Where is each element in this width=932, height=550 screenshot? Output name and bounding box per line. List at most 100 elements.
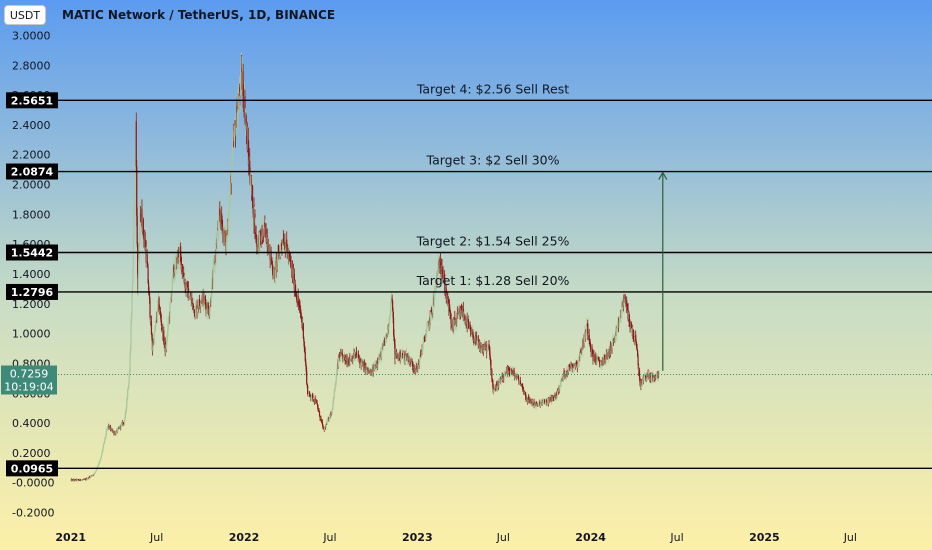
candle-body <box>98 463 100 465</box>
candle-body <box>183 277 185 283</box>
y-tick-label: 2.2000 <box>12 149 51 162</box>
candle-body <box>552 396 554 398</box>
candle-body <box>510 369 512 371</box>
y-tick-label: 0.2000 <box>12 447 51 460</box>
x-tick-label: Jul <box>322 531 336 544</box>
candle-body <box>120 424 122 429</box>
candle-body <box>157 304 159 306</box>
candle-body <box>624 296 626 299</box>
candle-body <box>425 332 427 335</box>
candle-body <box>100 454 103 457</box>
candle-body <box>610 350 612 352</box>
candle-body <box>565 371 568 376</box>
y-tick-label: -0.0000 <box>12 477 54 490</box>
candle-body <box>335 382 337 384</box>
candle-body <box>99 459 101 461</box>
candle-body <box>463 316 465 318</box>
candle-body <box>311 394 313 398</box>
candle-body <box>254 213 256 229</box>
candle-body <box>227 221 229 231</box>
candle-body <box>540 402 542 407</box>
candle-body <box>656 375 658 377</box>
y-tick-label: -0.2000 <box>12 507 54 520</box>
candle-body <box>637 365 640 372</box>
candle-body <box>493 389 495 391</box>
candle-body <box>196 309 199 313</box>
candle-body <box>395 353 397 355</box>
candle-body <box>86 478 88 480</box>
candle-body <box>472 331 474 338</box>
candle-body <box>609 345 612 352</box>
candle-body <box>399 351 401 361</box>
candle-body <box>90 476 92 477</box>
candle-body <box>276 259 278 270</box>
candle-body <box>477 340 480 343</box>
candle-body <box>127 388 129 391</box>
candle-body <box>378 357 380 363</box>
candle-body <box>216 227 219 236</box>
candle-body <box>415 365 417 371</box>
candle-body <box>375 364 377 369</box>
candle-body <box>179 247 181 254</box>
candle-body <box>304 347 306 353</box>
candle-body <box>148 292 151 300</box>
candle-body <box>383 340 386 343</box>
candle-body <box>207 305 209 313</box>
candle-body <box>559 385 561 390</box>
candle-body <box>535 402 538 406</box>
candle-body <box>97 466 99 468</box>
currency-badge[interactable]: USDT <box>4 5 46 25</box>
candle-body <box>620 310 623 313</box>
candle-body <box>404 353 406 360</box>
candle-body <box>500 379 502 384</box>
candle-body <box>122 422 124 425</box>
candle-body <box>238 97 240 109</box>
candle-body <box>290 263 293 270</box>
candle-body <box>317 404 319 408</box>
candle-body <box>337 355 340 366</box>
candle-body <box>517 375 520 380</box>
candle-body <box>587 333 589 335</box>
candle-body <box>219 208 221 216</box>
x-tick-label: Jul <box>496 531 510 544</box>
candle-body <box>186 284 188 286</box>
candle-body <box>475 336 477 342</box>
candle-body <box>279 246 282 257</box>
candle-body <box>575 363 577 365</box>
candle-body <box>192 303 194 307</box>
level-price-label-bg <box>6 163 58 180</box>
candle-body <box>204 297 206 301</box>
candle-body <box>129 354 131 372</box>
candle-body <box>332 404 334 410</box>
candle-body <box>591 351 594 354</box>
candle-body <box>295 292 297 296</box>
candle-body <box>212 267 214 283</box>
candle-body <box>605 360 607 361</box>
candle-body <box>439 262 442 265</box>
candle-body <box>409 360 411 364</box>
candle-body <box>514 376 516 378</box>
candle-body <box>131 284 134 293</box>
candle-body <box>172 273 174 278</box>
candle-body <box>150 320 153 335</box>
candle-body <box>616 328 618 329</box>
candle-body <box>400 356 402 359</box>
candle-body <box>486 347 488 353</box>
candle-body <box>219 215 221 221</box>
candle-body <box>629 326 632 328</box>
candle-body <box>456 313 458 321</box>
candle-body <box>103 442 105 445</box>
candle-body <box>307 393 310 396</box>
candle-body <box>232 145 234 151</box>
candle-body <box>216 235 218 246</box>
candle-body <box>612 339 615 341</box>
x-tick-label: 2022 <box>229 531 260 544</box>
candle-body <box>166 338 168 340</box>
candle-body <box>406 356 408 360</box>
candle-body <box>155 321 157 327</box>
candle-body <box>488 348 491 352</box>
candle-body <box>645 375 647 378</box>
candle-body <box>306 383 308 386</box>
